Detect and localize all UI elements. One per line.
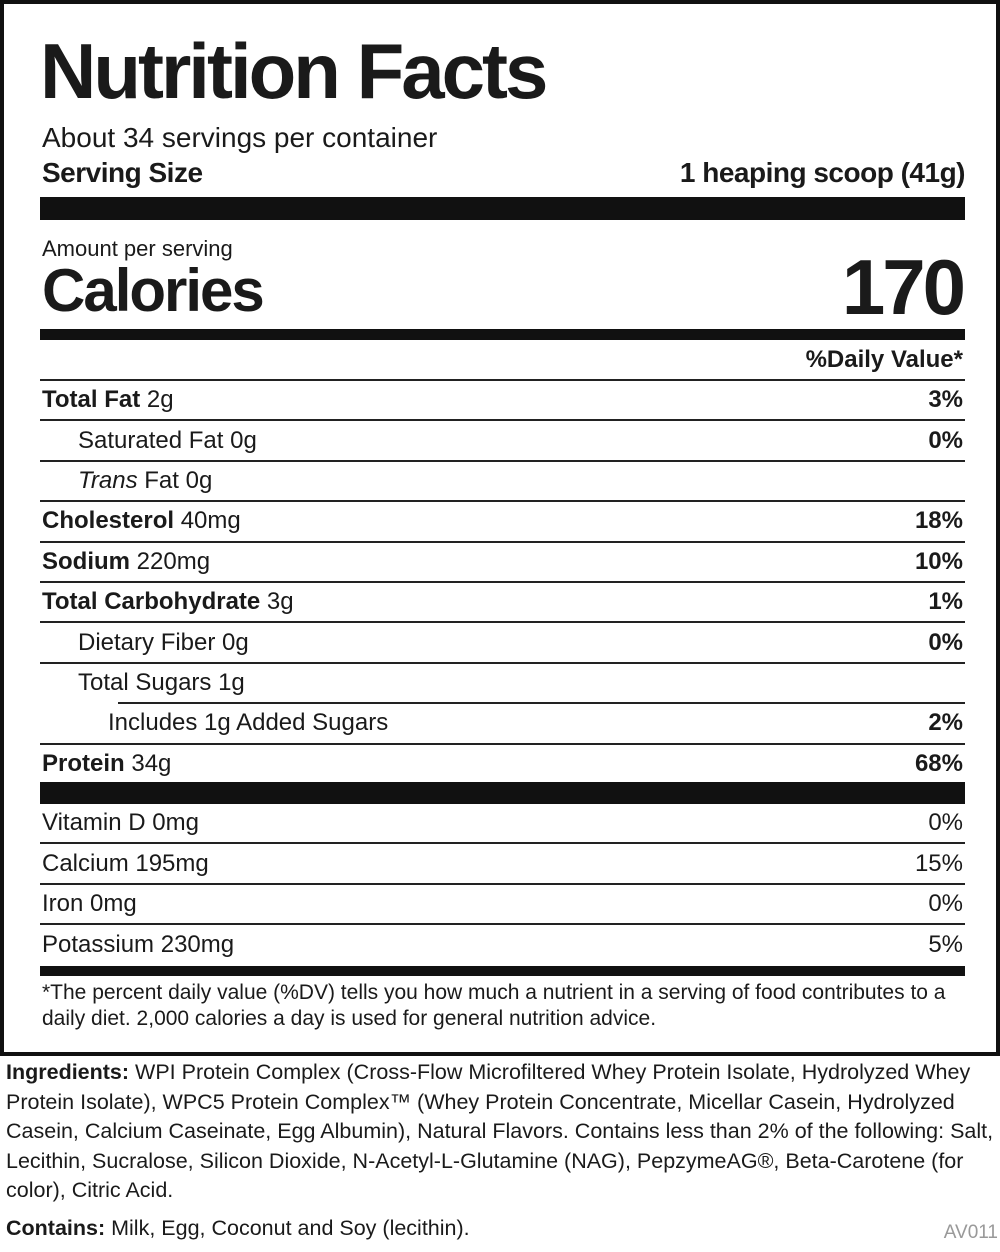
- servings-per-container: About 34 servings per container: [42, 122, 438, 153]
- nutrient-row-total-fat: Total Fat 2g 3%: [40, 379, 965, 419]
- amount-per-serving: Amount per serving: [42, 236, 233, 261]
- panel-title: Nutrition Facts: [40, 27, 548, 115]
- nutrient-row-protein: Protein 34g 68%: [40, 742, 965, 783]
- nutrient-list: Total Fat 2g 3% Saturated Fat 0g 0% Trans …: [40, 379, 965, 783]
- ingredients: Ingredients: WPI Protein Complex (Cross-…: [6, 1058, 996, 1206]
- nutrition-facts-panel: Nutrition Facts About 34 servings per co…: [0, 0, 1000, 1056]
- footnote: *The percent daily value (%DV) tells you…: [42, 981, 946, 1030]
- nutrient-row-saturated-fat: Saturated Fat 0g 0%: [40, 419, 965, 459]
- vitamin-row-calcium: Calcium 195mg 15%: [40, 844, 965, 885]
- vitamin-row-potassium: Potassium 230mg 5%: [42, 931, 963, 959]
- ingredients-text: WPI Protein Complex (Cross-Flow Microfil…: [6, 1060, 994, 1203]
- serving-size: Serving Size 1 heaping scoop (41g): [42, 157, 966, 189]
- nutrient-row-added-sugars: Includes 1g Added Sugars 2%: [40, 702, 965, 742]
- medium-divider: [40, 966, 965, 976]
- thick-divider: [40, 197, 965, 220]
- medium-divider: [40, 329, 965, 340]
- serving-size-label: Serving Size: [42, 157, 203, 188]
- nutrient-row-total-carbohydrate: Total Carbohydrate 3g 1%: [40, 580, 965, 621]
- vitamin-list: Vitamin D 0mg 0% Calcium 195mg 15% Iron 0m…: [40, 804, 965, 966]
- contains-text: Milk, Egg, Coconut and Soy (lecithin).: [111, 1216, 470, 1240]
- nutrient-row-sodium: Sodium 220mg 10%: [40, 540, 965, 581]
- contains-label: Contains:: [6, 1216, 106, 1240]
- calories-label: Calories: [42, 257, 265, 324]
- nutrient-row-trans-fat: Trans Fat 0g: [40, 459, 965, 500]
- nutrient-row-dietary-fiber: Dietary Fiber 0g 0%: [40, 621, 965, 661]
- calories-value: 170: [841, 243, 966, 331]
- vitamin-row-vitamin-d: Vitamin D 0mg 0%: [40, 804, 965, 845]
- allergens: Contains: Milk, Egg, Coconut and Soy (le…: [6, 1216, 470, 1241]
- serving-size-value: 1 heaping scoop (41g): [679, 157, 966, 188]
- ingredients-label: Ingredients:: [6, 1060, 130, 1084]
- daily-value-header: %Daily Value*: [805, 346, 963, 373]
- nutrient-row-total-sugars: Total Sugars 1g: [40, 661, 965, 702]
- vitamin-row-iron: Iron 0mg 0%: [40, 885, 965, 926]
- thick-divider: [40, 782, 965, 804]
- nutrient-row-cholesterol: Cholesterol 40mg 18%: [40, 500, 965, 540]
- product-code: AV011: [943, 1222, 998, 1243]
